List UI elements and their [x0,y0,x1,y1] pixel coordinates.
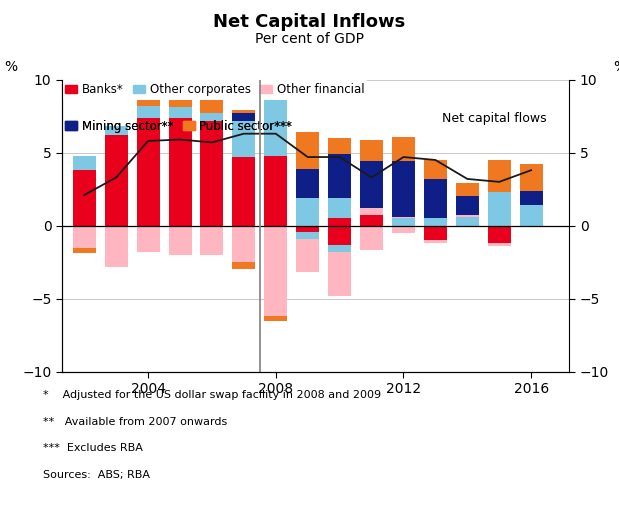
Bar [328,245,351,252]
Bar [520,165,543,191]
Y-axis label: %: % [613,60,619,74]
Bar [264,87,287,156]
Bar [488,192,511,226]
Bar [456,226,479,227]
Bar [297,198,319,226]
Bar [392,217,415,218]
Bar [328,198,351,218]
Bar [392,218,415,226]
Bar [168,226,191,255]
Bar [360,208,383,216]
Bar [297,132,319,169]
Bar [424,226,447,241]
Text: **   Available from 2007 onwards: ** Available from 2007 onwards [43,417,228,427]
Bar [137,118,160,226]
Bar [488,160,511,192]
Bar [297,232,319,239]
Bar [201,226,223,255]
Bar [392,136,415,161]
Bar [232,113,256,121]
Bar [73,226,96,247]
Text: ***  Excludes RBA: *** Excludes RBA [43,443,143,453]
Bar [168,118,191,226]
Bar [456,215,479,217]
Bar [328,154,351,198]
Bar [520,191,543,205]
Bar [232,157,256,226]
Bar [137,226,160,252]
Bar [488,243,511,246]
Bar [105,126,128,135]
Bar [328,226,351,245]
Bar [73,247,96,253]
Bar [360,140,383,161]
Bar [137,96,160,106]
Bar [520,226,543,227]
Text: Net capital flows: Net capital flows [442,112,547,125]
Bar [168,85,191,107]
Bar [328,252,351,296]
Bar [105,226,128,267]
Bar [201,113,223,121]
Bar [232,121,256,157]
Y-axis label: %: % [4,60,18,74]
Bar [392,161,415,217]
Bar [168,107,191,118]
Bar [232,262,256,270]
Bar [328,218,351,226]
Bar [456,217,479,226]
Text: Per cent of GDP: Per cent of GDP [255,32,364,46]
Bar [456,183,479,196]
Bar [456,196,479,215]
Bar [232,110,256,113]
Bar [232,226,256,262]
Bar [360,226,383,251]
Bar [360,216,383,226]
Text: *    Adjusted for the US dollar swap facility in 2008 and 2009: * Adjusted for the US dollar swap facili… [43,390,381,400]
Bar [328,138,351,154]
Text: Net Capital Inflows: Net Capital Inflows [214,13,405,31]
Bar [137,106,160,118]
Bar [392,226,415,233]
Bar [73,170,96,226]
Bar [264,226,287,316]
Bar [360,161,383,208]
Bar [488,226,511,243]
Bar [264,80,287,87]
Bar [201,99,223,113]
Bar [264,156,287,226]
Bar [73,156,96,170]
Bar [297,226,319,232]
Text: Sources:  ABS; RBA: Sources: ABS; RBA [43,470,150,480]
Bar [201,121,223,226]
Bar [105,135,128,226]
Bar [424,218,447,226]
Bar [297,169,319,198]
Legend: Mining sector**, Public sector***: Mining sector**, Public sector*** [62,116,296,136]
Bar [264,316,287,321]
Bar [424,160,447,179]
Bar [520,205,543,226]
Bar [424,179,447,218]
Bar [297,239,319,272]
Bar [424,241,447,243]
